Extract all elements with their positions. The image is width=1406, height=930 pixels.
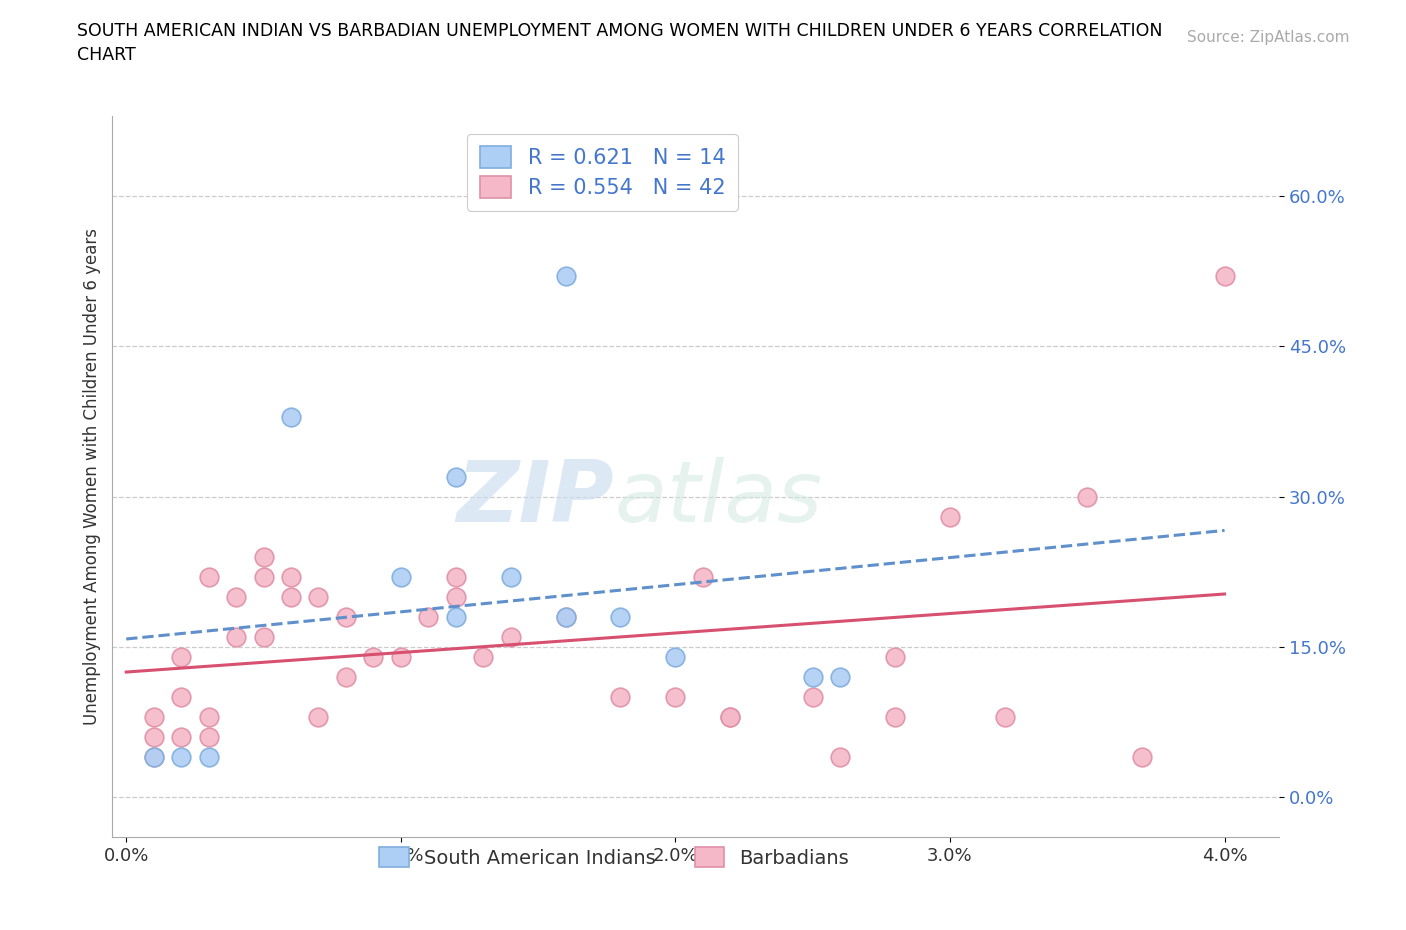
Point xyxy=(499,569,522,584)
Text: CHART: CHART xyxy=(77,46,136,64)
Point xyxy=(830,670,852,684)
Point xyxy=(389,649,412,664)
Point xyxy=(554,609,576,624)
Point xyxy=(197,750,219,764)
Point xyxy=(142,710,165,724)
Point xyxy=(830,750,852,764)
Point xyxy=(1213,269,1236,284)
Point xyxy=(142,729,165,744)
Point xyxy=(197,569,219,584)
Point xyxy=(389,569,412,584)
Point xyxy=(554,269,576,284)
Point xyxy=(170,750,193,764)
Point xyxy=(307,590,329,604)
Point xyxy=(499,630,522,644)
Point xyxy=(252,630,274,644)
Point xyxy=(801,670,824,684)
Point xyxy=(197,710,219,724)
Point xyxy=(252,569,274,584)
Legend: South American Indians, Barbadians: South American Indians, Barbadians xyxy=(370,838,859,878)
Point xyxy=(170,729,193,744)
Point xyxy=(939,510,962,525)
Point xyxy=(363,649,385,664)
Text: ZIP: ZIP xyxy=(457,457,614,539)
Point xyxy=(664,649,686,664)
Point xyxy=(609,609,631,624)
Point xyxy=(307,710,329,724)
Point xyxy=(142,750,165,764)
Point xyxy=(692,569,714,584)
Point xyxy=(994,710,1017,724)
Point xyxy=(554,609,576,624)
Point xyxy=(418,609,440,624)
Point xyxy=(280,590,302,604)
Point xyxy=(718,710,741,724)
Point xyxy=(609,689,631,704)
Point xyxy=(801,689,824,704)
Point xyxy=(718,710,741,724)
Point xyxy=(444,609,467,624)
Point xyxy=(335,670,357,684)
Point xyxy=(197,729,219,744)
Point xyxy=(142,750,165,764)
Point xyxy=(170,689,193,704)
Point xyxy=(225,590,247,604)
Point xyxy=(1130,750,1153,764)
Text: Source: ZipAtlas.com: Source: ZipAtlas.com xyxy=(1187,30,1350,45)
Point xyxy=(335,609,357,624)
Point xyxy=(444,470,467,485)
Point xyxy=(280,409,302,424)
Point xyxy=(884,649,907,664)
Point xyxy=(884,710,907,724)
Point xyxy=(1076,489,1098,504)
Point xyxy=(664,689,686,704)
Point xyxy=(472,649,495,664)
Point xyxy=(444,569,467,584)
Text: atlas: atlas xyxy=(614,457,823,539)
Point xyxy=(252,550,274,565)
Point xyxy=(280,569,302,584)
Text: SOUTH AMERICAN INDIAN VS BARBADIAN UNEMPLOYMENT AMONG WOMEN WITH CHILDREN UNDER : SOUTH AMERICAN INDIAN VS BARBADIAN UNEMP… xyxy=(77,22,1163,40)
Y-axis label: Unemployment Among Women with Children Under 6 years: Unemployment Among Women with Children U… xyxy=(83,228,101,725)
Point xyxy=(170,649,193,664)
Point xyxy=(444,590,467,604)
Point xyxy=(225,630,247,644)
